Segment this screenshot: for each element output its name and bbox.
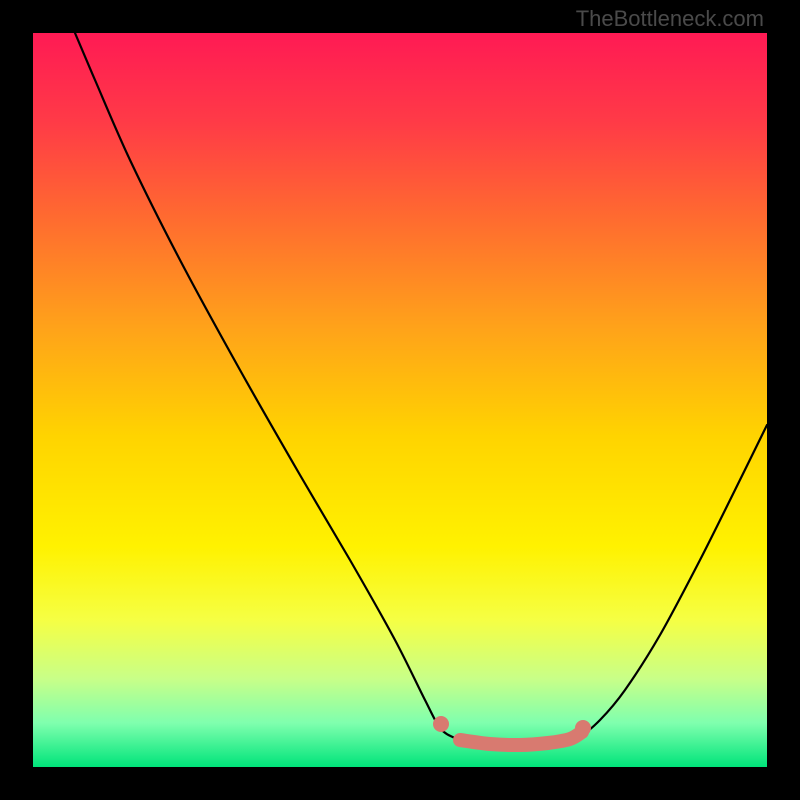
highlight-segment — [460, 732, 582, 745]
plot-area — [33, 33, 767, 767]
curve-layer — [33, 33, 767, 767]
watermark-text: TheBottleneck.com — [576, 6, 764, 32]
bottleneck-curve — [75, 33, 767, 744]
highlight-dot-right — [575, 720, 591, 736]
highlight-dot-left — [433, 716, 449, 732]
chart-canvas: TheBottleneck.com — [0, 0, 800, 800]
